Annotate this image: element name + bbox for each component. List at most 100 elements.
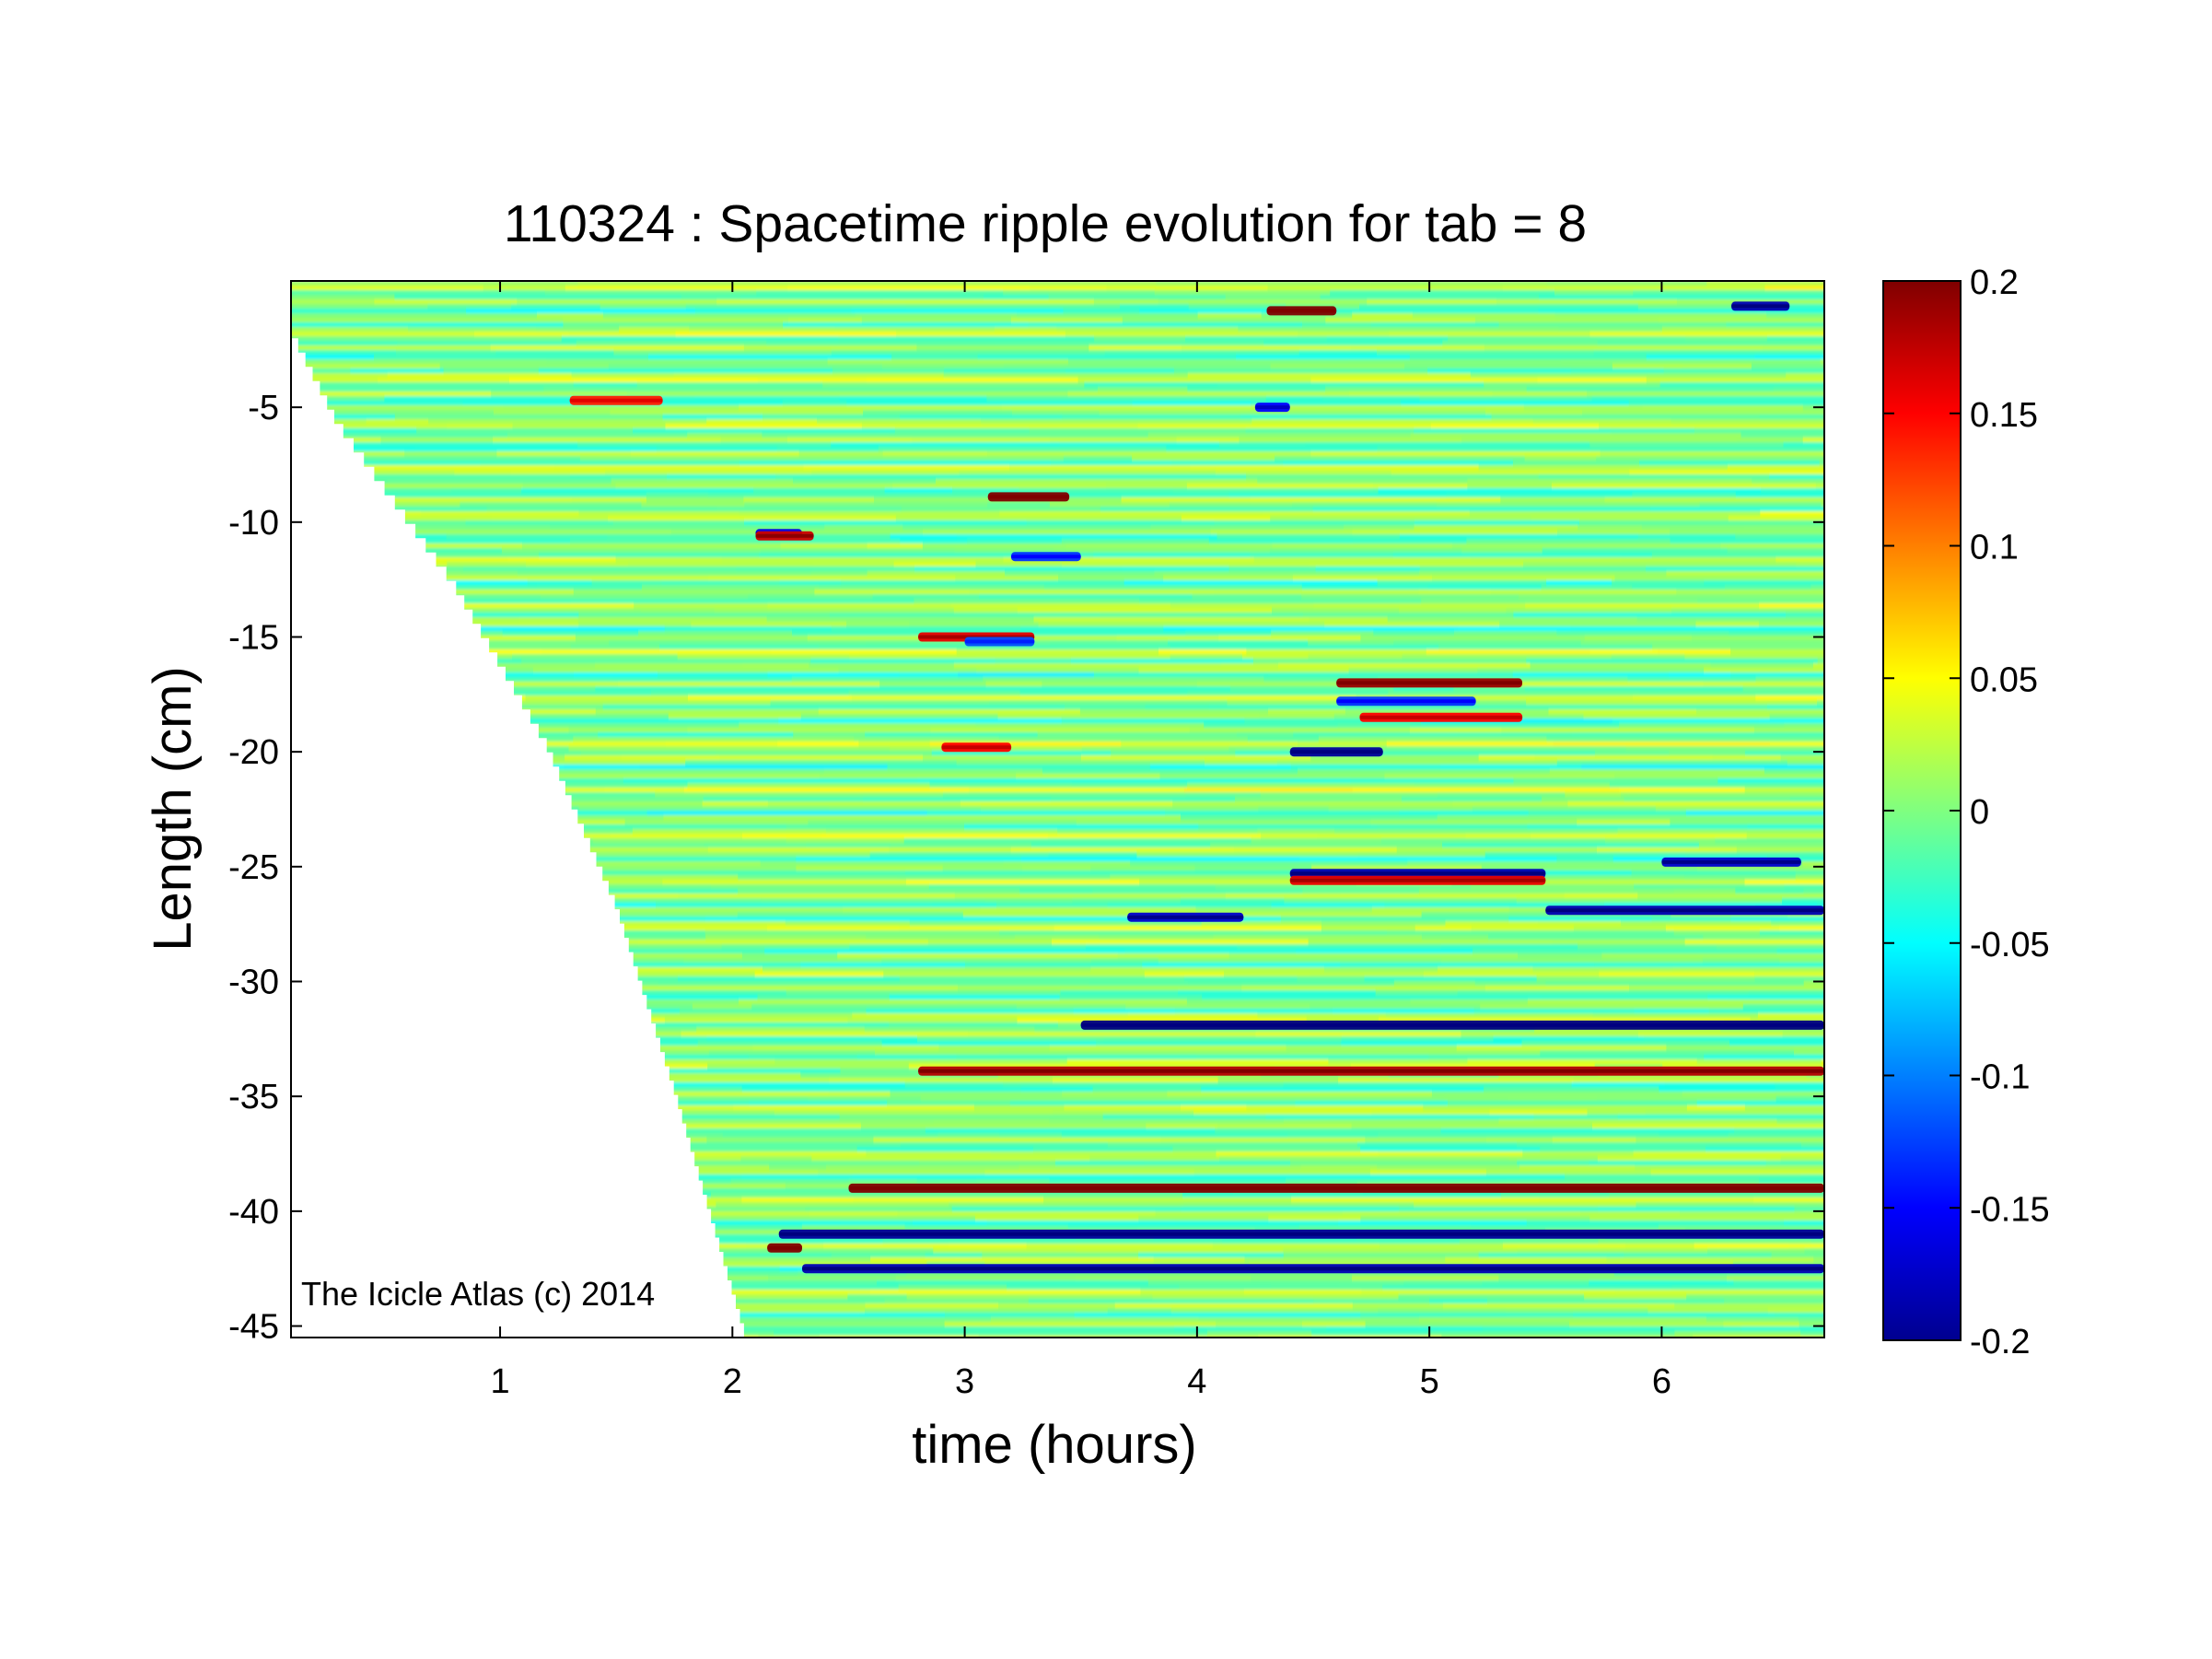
texture-cell <box>1089 345 1182 351</box>
texture-cell <box>1724 585 1812 590</box>
texture-cell <box>1276 760 1558 765</box>
texture-cell <box>1539 507 1651 512</box>
texture-cell <box>1284 898 1518 904</box>
texture-cell <box>1524 686 1744 692</box>
texture-cell <box>997 714 1063 719</box>
texture-cell <box>291 322 412 328</box>
texture-cell <box>1784 1221 1824 1226</box>
texture-cell <box>739 405 1003 411</box>
y-tick-label: -35 <box>228 1078 279 1116</box>
texture-cell <box>1729 631 1824 637</box>
texture-cell <box>1099 410 1292 415</box>
texture-cell <box>1821 751 1824 756</box>
texture-cell <box>1523 405 1644 411</box>
texture-cell <box>1493 1036 1646 1042</box>
texture-cell <box>573 590 816 595</box>
texture-cell <box>1759 1179 1824 1185</box>
texture-cell <box>1442 1303 1676 1309</box>
texture-cell <box>1225 894 1342 899</box>
texture-cell <box>646 497 745 503</box>
texture-cell <box>1810 585 1824 590</box>
texture-cell <box>730 1179 850 1185</box>
texture-cell <box>1033 617 1310 623</box>
texture-cell <box>810 571 868 577</box>
texture-cell <box>839 396 988 402</box>
texture-cell <box>1047 834 1263 839</box>
texture-cell <box>920 1096 1204 1102</box>
texture-cell <box>1325 318 1476 323</box>
texture-cell <box>990 695 1243 701</box>
texture-cell <box>1427 1331 1676 1337</box>
texture-cell <box>1246 474 1540 480</box>
texture-cell <box>775 640 867 646</box>
texture-cell <box>517 299 718 305</box>
texture-cell <box>702 801 769 807</box>
texture-cell <box>291 484 524 489</box>
texture-cell <box>598 732 795 738</box>
texture-cell <box>602 313 856 319</box>
texture-cell <box>1352 1276 1500 1281</box>
texture-cell <box>1532 419 1672 425</box>
texture-cell <box>1636 1138 1824 1143</box>
texture-cell <box>1706 1317 1799 1323</box>
texture-cell <box>1604 497 1790 503</box>
texture-cell <box>1193 1170 1371 1175</box>
texture-cell <box>1275 456 1526 461</box>
texture-cell <box>1821 502 1824 508</box>
texture-cell <box>1398 1294 1586 1300</box>
texture-cell <box>877 1280 1149 1286</box>
texture-cell <box>853 1198 1045 1203</box>
texture-cell <box>624 820 809 825</box>
texture-cell <box>1414 1202 1637 1208</box>
texture-cell <box>618 1290 871 1295</box>
texture-cell <box>1478 755 1536 761</box>
texture-cell <box>1641 525 1745 531</box>
texture-cell <box>866 1009 1075 1014</box>
texture-cell <box>1502 286 1766 291</box>
texture-cell <box>1187 691 1390 696</box>
texture-cell <box>929 742 1123 747</box>
texture-cell <box>1385 1013 1594 1019</box>
texture-cell <box>1528 811 1687 816</box>
texture-cell <box>913 1221 988 1226</box>
texture-cell <box>1753 972 1824 977</box>
texture-cell <box>1003 290 1156 296</box>
texture-cell <box>1308 640 1395 646</box>
texture-cell <box>1597 1156 1782 1162</box>
texture-cell <box>1326 336 1449 342</box>
ripple-feature-core <box>1127 915 1244 919</box>
texture-cell <box>1410 999 1529 1005</box>
texture-cell <box>834 327 995 333</box>
texture-cell <box>1305 442 1591 448</box>
texture-cell <box>1283 1248 1519 1254</box>
texture-cell <box>1508 917 1653 922</box>
texture-cell <box>768 1276 897 1281</box>
texture-cell <box>1399 811 1530 816</box>
texture-cell <box>1451 880 1746 885</box>
texture-cell <box>1173 368 1429 374</box>
texture-cell <box>1090 958 1159 964</box>
texture-cell <box>980 907 1197 913</box>
texture-cell <box>1419 1317 1707 1323</box>
texture-cell <box>575 636 809 641</box>
texture-cell <box>1736 438 1804 443</box>
texture-cell <box>1632 493 1737 498</box>
texture-cell <box>1645 1110 1824 1116</box>
texture-cell <box>439 364 610 369</box>
texture-cell <box>1030 843 1212 848</box>
texture-cell <box>1371 907 1510 913</box>
texture-cell <box>1612 364 1683 369</box>
texture-cell <box>847 1018 1019 1023</box>
ripple-feature-core <box>1289 878 1546 882</box>
texture-cell <box>1598 1207 1796 1212</box>
texture-cell <box>1382 1285 1673 1291</box>
texture-cell <box>1445 1257 1608 1263</box>
texture-cell <box>1378 488 1508 494</box>
texture-cell <box>1780 755 1824 761</box>
texture-cell <box>706 1138 875 1143</box>
texture-cell <box>1216 1322 1303 1327</box>
texture-cell <box>1052 1078 1116 1083</box>
texture-cell <box>1474 981 1547 987</box>
texture-cell <box>561 815 665 821</box>
texture-cell <box>893 562 977 567</box>
